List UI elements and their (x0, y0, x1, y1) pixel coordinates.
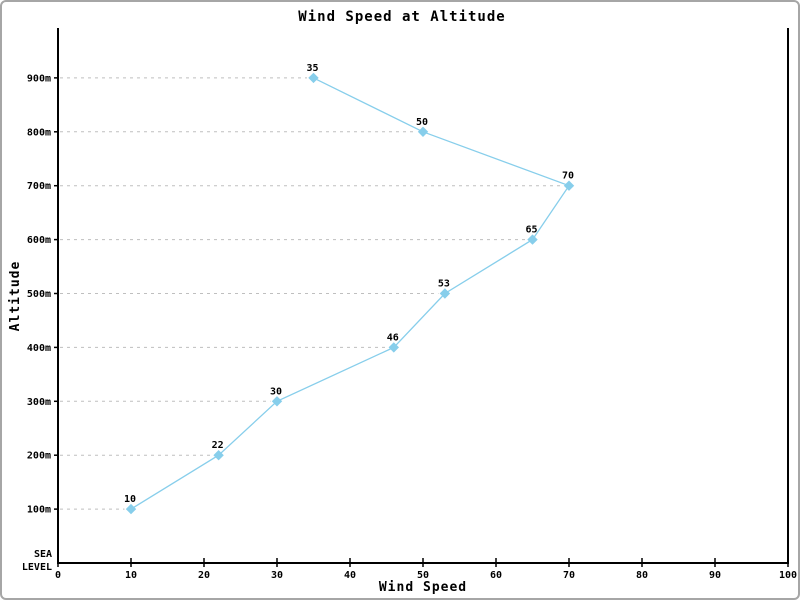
x-tick-label: 90 (709, 570, 721, 581)
data-point-label: 35 (306, 63, 318, 74)
x-tick-label: 10 (125, 570, 137, 581)
x-tick-label: 30 (271, 570, 283, 581)
data-point-marker (308, 72, 319, 84)
data-point-marker (213, 449, 224, 461)
sea-level-label: LEVEL (22, 562, 52, 573)
x-tick-label: 60 (490, 570, 502, 581)
data-point-label: 10 (124, 494, 136, 505)
x-tick-label: 20 (198, 570, 210, 581)
data-point-label: 50 (416, 117, 428, 128)
y-tick-label: 200m (27, 451, 51, 462)
data-point-label: 53 (438, 279, 450, 290)
data-point-label: 30 (270, 386, 282, 397)
data-point-marker (563, 180, 575, 191)
y-tick-label: 700m (27, 181, 51, 192)
data-point-marker (439, 288, 451, 299)
chart-title: Wind Speed at Altitude (298, 9, 506, 25)
y-tick-label: 400m (27, 343, 51, 354)
data-point-marker (125, 503, 137, 515)
x-tick-label: 70 (563, 570, 575, 581)
y-tick-label: 300m (27, 397, 51, 408)
y-tick-label: 100m (27, 505, 51, 516)
data-point-label: 70 (562, 171, 574, 182)
data-point-label: 65 (525, 225, 537, 236)
data-point-label: 22 (212, 440, 224, 451)
x-tick-label: 80 (636, 570, 648, 581)
data-point-marker (527, 234, 538, 245)
x-axis-title: Wind Speed (378, 580, 468, 595)
data-point-marker (417, 126, 429, 138)
data-point-marker (271, 396, 283, 407)
y-tick-label: 500m (27, 289, 51, 300)
x-tick-label: 0 (55, 570, 61, 581)
data-point-label: 46 (387, 332, 399, 343)
data-point-marker (388, 342, 400, 353)
y-tick-label: 600m (27, 235, 51, 246)
x-tick-label: 50 (417, 570, 429, 581)
x-tick-label: 100 (779, 570, 797, 581)
x-tick-label: 40 (344, 570, 356, 581)
y-tick-label: 800m (27, 127, 51, 138)
sea-level-label: SEA (34, 549, 52, 560)
y-tick-label: 900m (27, 73, 51, 84)
